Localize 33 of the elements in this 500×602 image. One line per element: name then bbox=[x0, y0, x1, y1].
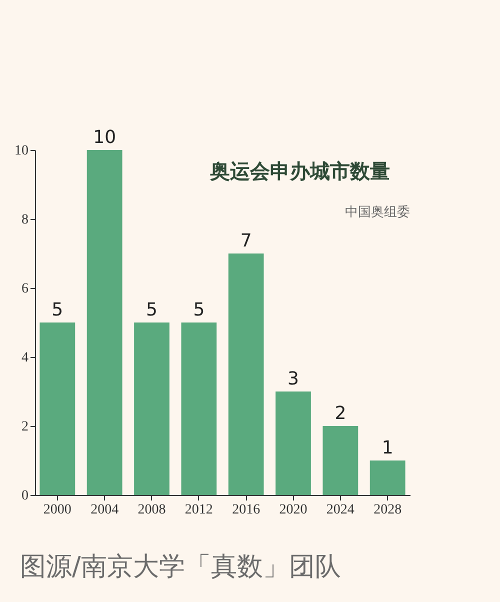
y-tick-label: 4 bbox=[22, 350, 28, 366]
text: 中国奥组委 bbox=[345, 205, 410, 220]
text: 图源/南京大学「真数」团队 bbox=[20, 552, 341, 582]
y-tick-label: 6 bbox=[22, 282, 28, 296]
bar bbox=[134, 322, 170, 495]
y-tick-label: 10 bbox=[14, 144, 28, 158]
data-label: 5 bbox=[146, 300, 158, 320]
bar bbox=[322, 426, 358, 495]
bar bbox=[86, 150, 122, 495]
x-tick-label: 2004 bbox=[90, 502, 119, 518]
x-tick-label: 2028 bbox=[374, 502, 402, 518]
x-tick-label: 2012 bbox=[184, 502, 213, 518]
bar bbox=[40, 322, 76, 495]
bar bbox=[276, 392, 311, 495]
y-tick-label: 8 bbox=[22, 212, 28, 228]
x-tick-label: 2008 bbox=[138, 502, 166, 518]
data-label: 2 bbox=[334, 403, 346, 424]
x-tick-label: 2016 bbox=[232, 502, 260, 518]
bar bbox=[370, 460, 406, 495]
x-tick-label: 2024 bbox=[326, 502, 354, 518]
x-tick-label: 2020 bbox=[279, 502, 308, 518]
data-label: 1 bbox=[382, 438, 394, 458]
data-label: 5 bbox=[52, 300, 64, 320]
y-tick-label: 0 bbox=[22, 488, 28, 504]
x-tick-label: 2000 bbox=[43, 502, 72, 518]
data-label: 3 bbox=[288, 368, 299, 390]
data-label: 5 bbox=[193, 300, 205, 320]
data-label: 10 bbox=[93, 127, 116, 148]
bar bbox=[181, 322, 217, 495]
bar bbox=[228, 254, 264, 495]
y-tick-label: 2 bbox=[22, 420, 28, 434]
text: 奥运会申办城市数量 bbox=[209, 159, 390, 183]
data-label: 7 bbox=[240, 230, 252, 252]
